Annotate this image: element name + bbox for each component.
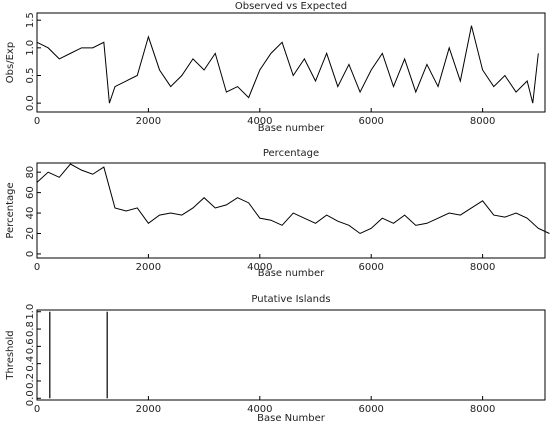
y-axis-label: Threshold: [5, 330, 16, 380]
data-line: [36, 25, 539, 104]
y-tick-label: 1.0: [25, 304, 36, 320]
x-tick-label: 2000: [136, 262, 161, 273]
x-axis-label: Base Number: [257, 413, 326, 424]
y-tick-label: 1.0: [25, 40, 36, 56]
x-tick-label: 6000: [358, 404, 383, 415]
plot-frame: [36, 162, 546, 259]
chart-title: Percentage: [263, 148, 319, 159]
x-tick-label: 8000: [470, 116, 495, 127]
x-tick-label: 4000: [247, 262, 272, 273]
y-tick-label: 80: [25, 166, 36, 179]
data-line: [36, 163, 550, 235]
x-tick-label: 0: [34, 116, 40, 127]
y-tick-label: 1.5: [25, 12, 36, 28]
x-tick-label: 4000: [247, 404, 272, 415]
y-tick-label: 0.2: [25, 373, 36, 389]
y-tick-label: 20: [25, 227, 36, 240]
y-tick-label: 60: [25, 186, 36, 199]
y-axis-label: Percentage: [5, 182, 16, 238]
x-tick-label: 6000: [358, 262, 383, 273]
x-tick-label: 2000: [136, 116, 161, 127]
y-axis-label: Obs/Exp: [5, 42, 16, 83]
y-tick-label: 40: [25, 207, 36, 220]
x-tick-label: 8000: [470, 262, 495, 273]
y-tick-label: 0.4: [25, 356, 36, 372]
plot-frame: [36, 12, 546, 113]
x-tick-label: 0: [34, 262, 40, 273]
y-tick-label: 0: [25, 251, 36, 257]
y-tick-label: 0.6: [25, 338, 36, 354]
x-tick-label: 8000: [470, 404, 495, 415]
y-tick-label: 0.8: [25, 321, 36, 337]
x-axis-label: Base number: [258, 268, 325, 279]
x-tick-label: 6000: [358, 116, 383, 127]
chart-title: Observed vs Expected: [235, 1, 347, 12]
x-tick-label: 0: [34, 404, 40, 415]
y-tick-label: 0.0: [25, 95, 36, 111]
x-tick-label: 2000: [136, 404, 161, 415]
y-tick-label: 0.0: [25, 390, 36, 406]
x-tick-label: 4000: [247, 116, 272, 127]
chart-title: Putative Islands: [251, 294, 330, 305]
y-tick-label: 0.5: [25, 68, 36, 84]
plot-frame: [36, 309, 546, 401]
x-axis-label: Base number: [258, 123, 325, 134]
